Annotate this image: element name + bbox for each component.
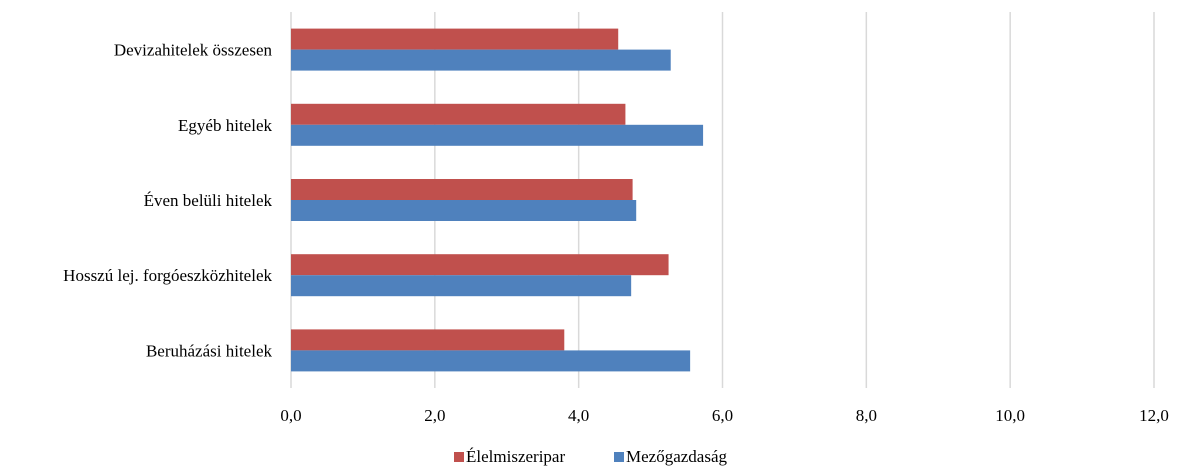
bars [291, 28, 704, 372]
bar-mezogazdasag [291, 124, 704, 146]
bar-elelmiszeripar [291, 254, 669, 276]
category-label: Egyéb hitelek [178, 116, 272, 135]
bar-mezogazdasag [291, 200, 637, 221]
bar-elelmiszeripar [291, 179, 633, 200]
category-labels: Devizahitelek összesen Egyéb hitelek Éven … [63, 41, 272, 361]
legend-label: Mezőgazdaság [626, 447, 728, 466]
legend-swatch [454, 452, 464, 462]
legend: Élelmiszeripar Mezőgazdaság [454, 447, 728, 466]
x-tick-label: 8,0 [856, 406, 877, 425]
category-label: Éven belüli hitelek [144, 191, 273, 210]
legend-label: Élelmiszeripar [466, 447, 565, 466]
bar-elelmiszeripar [291, 329, 565, 351]
x-axis-tick-labels: 0,0 2,0 4,0 6,0 8,0 10,0 12,0 [280, 406, 1169, 425]
category-label: Beruházási hitelek [146, 341, 273, 360]
legend-swatch [614, 452, 624, 462]
x-tick-label: 6,0 [712, 406, 733, 425]
x-tick-label: 0,0 [280, 406, 301, 425]
x-tick-label: 12,0 [1139, 406, 1169, 425]
category-label: Devizahitelek összesen [114, 41, 273, 60]
bar-elelmiszeripar [291, 103, 626, 125]
bar-mezogazdasag [291, 49, 671, 71]
x-tick-label: 10,0 [995, 406, 1025, 425]
bar-mezogazdasag [291, 350, 691, 372]
x-tick-label: 4,0 [568, 406, 589, 425]
category-label: Hosszú lej. forgóeszközhitelek [63, 266, 272, 285]
x-tick-label: 2,0 [424, 406, 445, 425]
bar-elelmiszeripar [291, 28, 619, 50]
bar-mezogazdasag [291, 275, 632, 297]
